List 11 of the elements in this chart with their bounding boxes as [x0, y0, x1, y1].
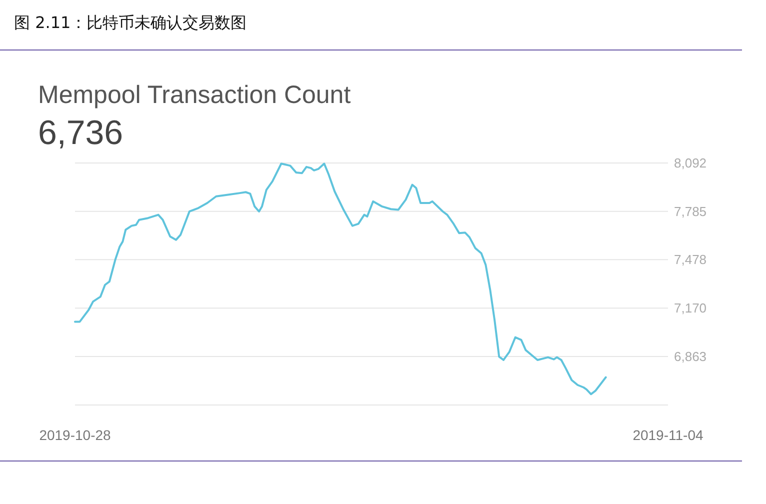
line-series: [74, 162, 607, 396]
x-tick-label: 2019-11-04: [632, 427, 704, 443]
y-tick-label: 7,170: [674, 300, 707, 316]
y-tick-label: 7,478: [674, 252, 707, 268]
chart-title: 图 2.11：比特币未确认交易数图: [14, 13, 247, 32]
text: 6,736: [38, 114, 124, 152]
y-tick-label: 7,785: [674, 204, 707, 219]
x-tick-label: 2019-10-28: [39, 427, 112, 443]
y-tick-label: 8,092: [674, 156, 707, 170]
y-tick-label: 6,863: [674, 349, 707, 364]
chart-subtitle: Mempool Transaction Count: [38, 81, 351, 109]
